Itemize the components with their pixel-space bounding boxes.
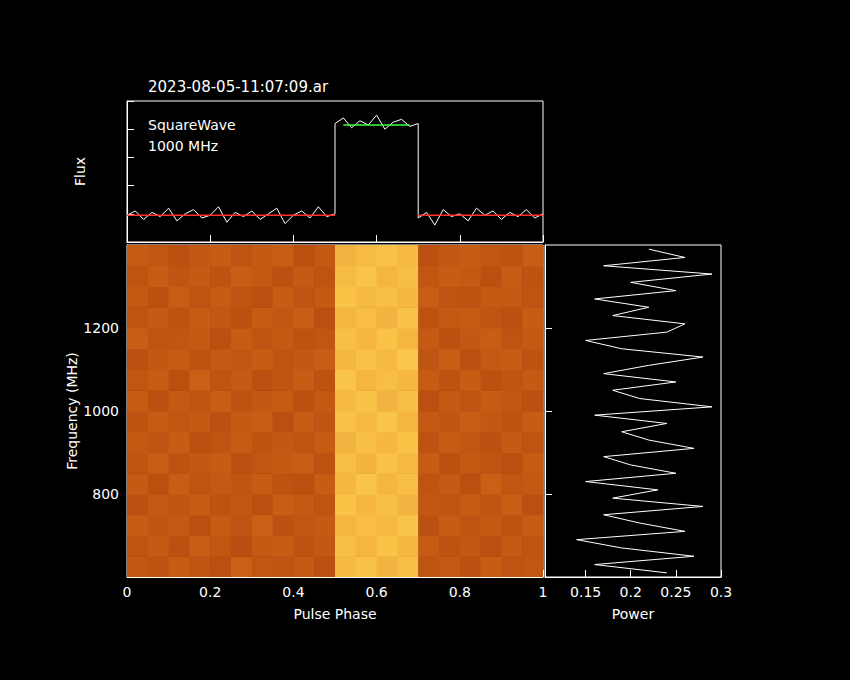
svg-text:0: 0 xyxy=(123,584,132,600)
svg-text:0.3: 0.3 xyxy=(710,584,732,600)
svg-text:1: 1 xyxy=(539,584,548,600)
svg-text:Power: Power xyxy=(612,606,655,622)
svg-text:0.15: 0.15 xyxy=(570,584,601,600)
svg-text:0.8: 0.8 xyxy=(449,584,471,600)
svg-text:0.6: 0.6 xyxy=(365,584,387,600)
svg-text:SquareWave: SquareWave xyxy=(148,117,236,133)
svg-text:0.2: 0.2 xyxy=(199,584,221,600)
svg-text:2023-08-05-11:07:09.ar: 2023-08-05-11:07:09.ar xyxy=(148,78,329,96)
svg-text:1000: 1000 xyxy=(83,403,119,419)
svg-text:0.4: 0.4 xyxy=(282,584,304,600)
svg-text:Pulse Phase: Pulse Phase xyxy=(293,606,376,622)
svg-text:Frequency (MHz): Frequency (MHz) xyxy=(64,352,80,470)
svg-text:800: 800 xyxy=(92,486,119,502)
svg-text:0.25: 0.25 xyxy=(660,584,691,600)
svg-text:Flux: Flux xyxy=(72,157,88,186)
svg-text:1000 MHz: 1000 MHz xyxy=(148,138,218,154)
svg-text:0.2: 0.2 xyxy=(620,584,642,600)
svg-text:1200: 1200 xyxy=(83,320,119,336)
